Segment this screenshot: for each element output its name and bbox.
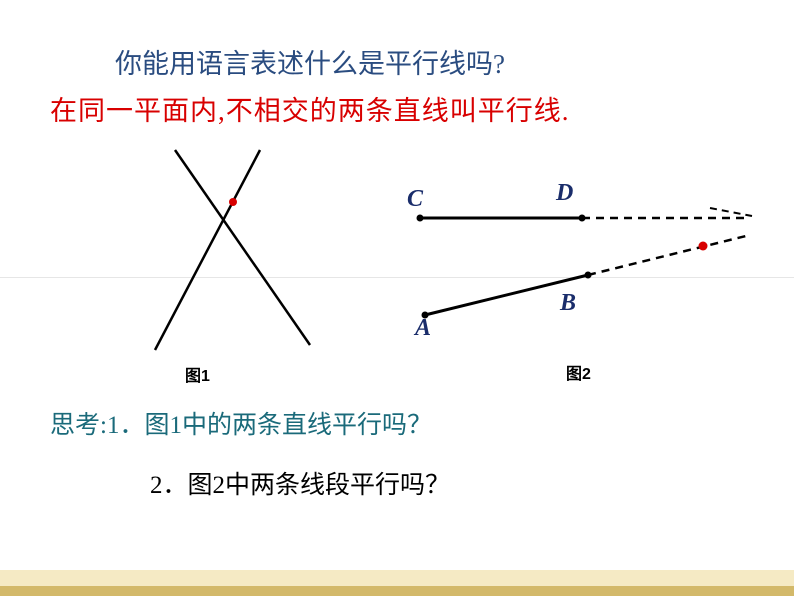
thinking-q1: 图1中的两条直线平行吗？: [144, 412, 432, 439]
label-A: A: [415, 315, 431, 342]
footer-gold-band: [0, 586, 794, 596]
thinking-label: 思考:1．: [50, 412, 144, 439]
definition-line: 在同一平面内,不相交的两条直线叫平行线.: [50, 89, 570, 128]
label-D: D: [556, 180, 573, 207]
thinking-q2: 2．图2中两条线段平行吗？: [150, 472, 450, 499]
figure-1-caption: 图1: [185, 362, 210, 386]
question-text: 你能用语言表述什么是平行线吗?: [115, 49, 505, 79]
figure-2-caption: 图2: [566, 360, 591, 384]
thinking-line-2: 2．图2中两条线段平行吗？: [150, 465, 450, 501]
footer-cream-band: [0, 570, 794, 586]
label-B: B: [560, 290, 576, 317]
label-C: C: [407, 186, 423, 213]
question-line: 你能用语言表述什么是平行线吗?: [115, 42, 505, 81]
definition-text: 在同一平面内,不相交的两条直线叫平行线.: [50, 96, 570, 126]
figure-1: [115, 140, 325, 360]
thinking-line-1: 思考:1．图1中的两条直线平行吗？: [50, 405, 432, 441]
